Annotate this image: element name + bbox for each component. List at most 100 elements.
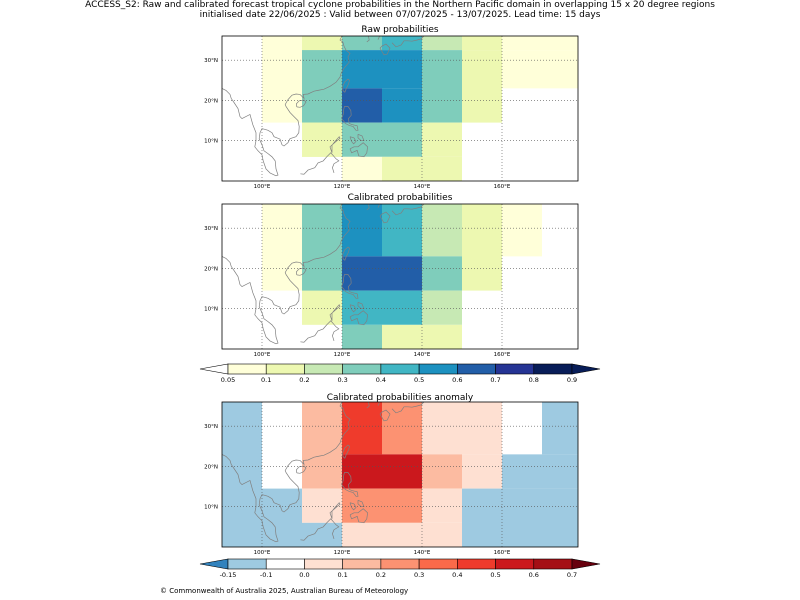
colorbar-tick-label: 0.7 (490, 376, 500, 384)
lon-tick-label: 100°E (254, 184, 271, 190)
coastline-segment (377, 401, 380, 406)
lat-tick-label: 20°N (204, 266, 218, 272)
lon-tick-label: 140°E (414, 352, 431, 358)
map-panel-2: Calibrated probabilities 100°E 120°E 140°E 1… (204, 193, 579, 358)
probability-cell (502, 454, 578, 489)
coastline-segment (357, 301, 365, 310)
probability-cell (342, 88, 382, 123)
colorbar-tick-label: 0.9 (567, 376, 577, 384)
coastline-segment (379, 409, 391, 422)
colorbar-tick-label: 0.4 (376, 376, 386, 384)
probability-cell (462, 36, 502, 51)
probability-cell (422, 454, 462, 489)
probability-cell (342, 454, 422, 489)
coastline-segment (391, 203, 425, 216)
colorbar-tick-label: -0.1 (260, 571, 273, 579)
coastline-segment (366, 203, 370, 211)
colorbar-under-arrow (199, 558, 229, 570)
anomaly-colorbar: -0.15 -0.1 0.0 0.1 0.2 0.3 0.4 0.5 0.6 0.7 (199, 558, 601, 579)
probability-cell (462, 454, 502, 489)
panel-title: Raw probabilities (361, 25, 439, 35)
coastline-segment (329, 502, 341, 519)
colorbar-segment (265, 363, 305, 375)
probability-cell (422, 204, 462, 257)
colorbar-tick-label: 0.6 (529, 571, 539, 579)
probability-cell (542, 402, 578, 455)
colorbar-segment (304, 558, 343, 570)
probability-cell (262, 204, 302, 291)
colorbar-segment (227, 363, 267, 375)
colorbar-segment (418, 558, 458, 570)
probability-cell (302, 50, 342, 123)
lat-tick-label: 10°N (204, 505, 218, 511)
probability-cell (262, 488, 302, 547)
probability-cell (462, 402, 502, 455)
coastline-segment (357, 133, 365, 142)
coastline-segment (300, 320, 340, 343)
panel-frame (221, 203, 579, 350)
colorbar-segment (418, 363, 458, 375)
coastline-segment (349, 508, 368, 524)
coastline-segment (221, 256, 277, 345)
lon-tick-label: 120°E (334, 184, 351, 190)
colorbar-segment (227, 558, 267, 570)
probability-cell (342, 36, 382, 51)
probability-cell (502, 204, 542, 257)
colorbar-segment (342, 363, 382, 375)
probability-cell (502, 50, 578, 89)
probability-cell (302, 488, 342, 523)
lat-tick-label: 30°N (204, 424, 218, 430)
lon-tick-label: 160°E (494, 352, 511, 358)
probability-cell (342, 204, 382, 257)
lat-tick-label: 30°N (204, 58, 218, 64)
colorbar-over-arrow (571, 363, 601, 375)
panel-title: Calibrated probabilities anomaly (327, 393, 474, 403)
colorbar-segment (457, 363, 496, 375)
figure-title: ACCESS_S2: Raw and calibrated forecast t… (85, 0, 715, 10)
probability-cell (382, 36, 422, 51)
coastline-segment (296, 267, 307, 276)
coastline-segment (329, 304, 341, 321)
coastline-segment (366, 401, 370, 409)
probability-cell (382, 204, 422, 257)
map-panel-3: Calibrated probabilities anomaly 100°E 120… (204, 393, 579, 556)
lat-tick-label: 20°N (204, 464, 218, 470)
colorbar-tick-label: 0.5 (490, 571, 500, 579)
colorbar-segment (533, 363, 573, 375)
coastline-segment (300, 518, 340, 541)
colorbar-segment (304, 363, 343, 375)
coastline-segment (366, 35, 370, 43)
lon-tick-label: 140°E (414, 184, 431, 190)
probability-cell (382, 50, 422, 89)
probability-cell (342, 522, 382, 547)
probability-cell (422, 122, 462, 157)
coastline-segment (342, 246, 351, 261)
coastline-segment (357, 499, 365, 508)
colorbar-tick-label: 0.2 (299, 376, 309, 384)
probability-cell (422, 488, 462, 523)
colorbar-segment (533, 558, 573, 570)
probability-cell (342, 324, 382, 349)
colorbar-tick-label: 0.05 (221, 376, 235, 384)
coastline-segment (349, 142, 368, 158)
lon-tick-label: 140°E (414, 550, 431, 556)
probability-cell (342, 156, 382, 181)
probability-cell (462, 204, 502, 291)
coastline-segment (296, 465, 307, 474)
lon-tick-label: 120°E (334, 352, 351, 358)
probability-cell (262, 36, 302, 123)
coastline-segment (377, 203, 380, 208)
probability-cell (342, 402, 382, 455)
coastline-segment (391, 35, 425, 48)
colorbar-tick-label: 0.1 (337, 571, 347, 579)
map-panel-1: Raw probabilities 100°E 120°E 140°E 160°E 10°… (204, 25, 579, 190)
colorbar-tick-label: 0.3 (414, 571, 424, 579)
coastline-segment (258, 401, 351, 543)
panel-title: Calibrated probabilities (348, 193, 453, 203)
lat-tick-label: 30°N (204, 226, 218, 232)
lon-tick-label: 100°E (254, 550, 271, 556)
coastline-segment (221, 88, 277, 177)
colorbar-tick-label: 0.5 (414, 376, 424, 384)
copyright-footer: © Commonwealth of Australia 2025, Austra… (160, 587, 409, 595)
lat-tick-label: 10°N (204, 307, 218, 313)
